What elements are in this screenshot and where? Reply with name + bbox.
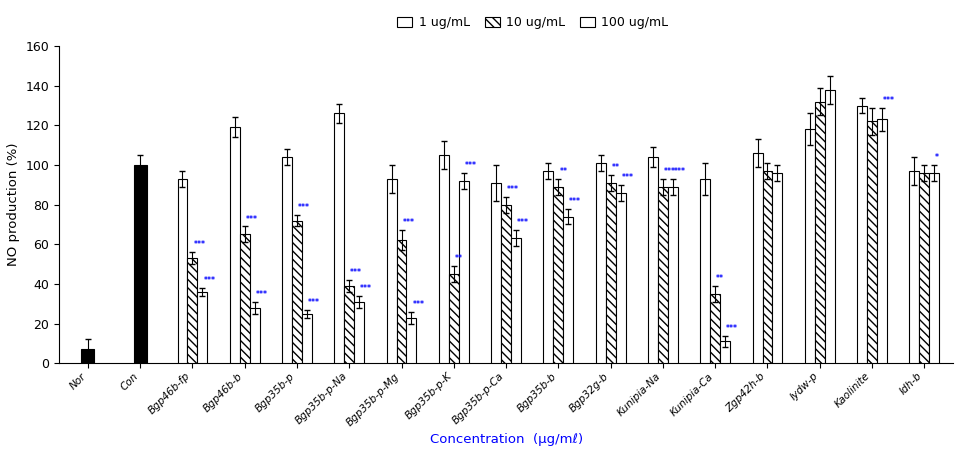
Text: ***: ***: [674, 167, 685, 176]
Bar: [282, 157, 292, 363]
Text: **: **: [716, 274, 724, 283]
Bar: [658, 187, 668, 363]
Bar: [877, 120, 887, 363]
Bar: [511, 238, 521, 363]
Text: ***: ***: [360, 284, 372, 293]
Legend: 1 ug/mL, 10 ug/mL, 100 ug/mL: 1 ug/mL, 10 ug/mL, 100 ug/mL: [393, 11, 674, 34]
Bar: [302, 314, 312, 363]
Bar: [406, 318, 417, 363]
Bar: [668, 187, 678, 363]
X-axis label: Concentration  (μg/mℓ): Concentration (μg/mℓ): [429, 433, 583, 446]
Text: **: **: [612, 163, 619, 172]
Bar: [345, 286, 354, 363]
Text: ***: ***: [465, 161, 477, 170]
Bar: [250, 308, 259, 363]
Text: ***: ***: [507, 185, 519, 194]
Text: ***: ***: [308, 298, 320, 307]
Bar: [710, 294, 720, 363]
Text: ***: ***: [622, 173, 634, 182]
Bar: [753, 153, 762, 363]
Bar: [596, 163, 606, 363]
Bar: [543, 171, 553, 363]
Bar: [334, 113, 345, 363]
Bar: [857, 106, 867, 363]
Text: ***: ***: [883, 96, 895, 105]
Text: **: **: [560, 167, 567, 176]
Bar: [387, 179, 396, 363]
Bar: [459, 181, 468, 363]
Bar: [920, 173, 929, 363]
Text: *: *: [935, 153, 939, 162]
Text: ***: ***: [204, 276, 215, 285]
Bar: [198, 292, 207, 363]
Bar: [187, 258, 198, 363]
Bar: [240, 234, 250, 363]
Bar: [804, 129, 815, 363]
Bar: [648, 157, 658, 363]
Bar: [133, 165, 147, 363]
Bar: [449, 274, 459, 363]
Bar: [615, 193, 626, 363]
Bar: [229, 127, 240, 363]
Bar: [909, 171, 920, 363]
Bar: [553, 187, 564, 363]
Bar: [825, 90, 834, 363]
Text: ***: ***: [246, 215, 257, 223]
Bar: [815, 101, 825, 363]
Bar: [82, 349, 94, 363]
Text: ***: ***: [569, 197, 582, 206]
Bar: [773, 173, 782, 363]
Bar: [492, 183, 501, 363]
Text: ***: ***: [255, 290, 268, 299]
Bar: [762, 171, 773, 363]
Bar: [867, 121, 877, 363]
Text: ***: ***: [664, 167, 676, 176]
Bar: [354, 302, 364, 363]
Text: ***: ***: [402, 218, 415, 227]
Bar: [439, 155, 449, 363]
Text: ***: ***: [413, 300, 424, 309]
Text: ***: ***: [350, 268, 362, 277]
Y-axis label: NO production (%): NO production (%): [7, 143, 20, 266]
Bar: [564, 217, 573, 363]
Text: ***: ***: [726, 323, 738, 333]
Text: ***: ***: [517, 218, 529, 227]
Bar: [606, 183, 615, 363]
Text: ***: ***: [194, 240, 205, 249]
Bar: [720, 342, 731, 363]
Bar: [292, 221, 302, 363]
Bar: [929, 173, 939, 363]
Bar: [700, 179, 710, 363]
Bar: [396, 241, 406, 363]
Bar: [501, 205, 511, 363]
Text: **: **: [455, 254, 463, 263]
Text: ***: ***: [298, 202, 310, 212]
Bar: [178, 179, 187, 363]
